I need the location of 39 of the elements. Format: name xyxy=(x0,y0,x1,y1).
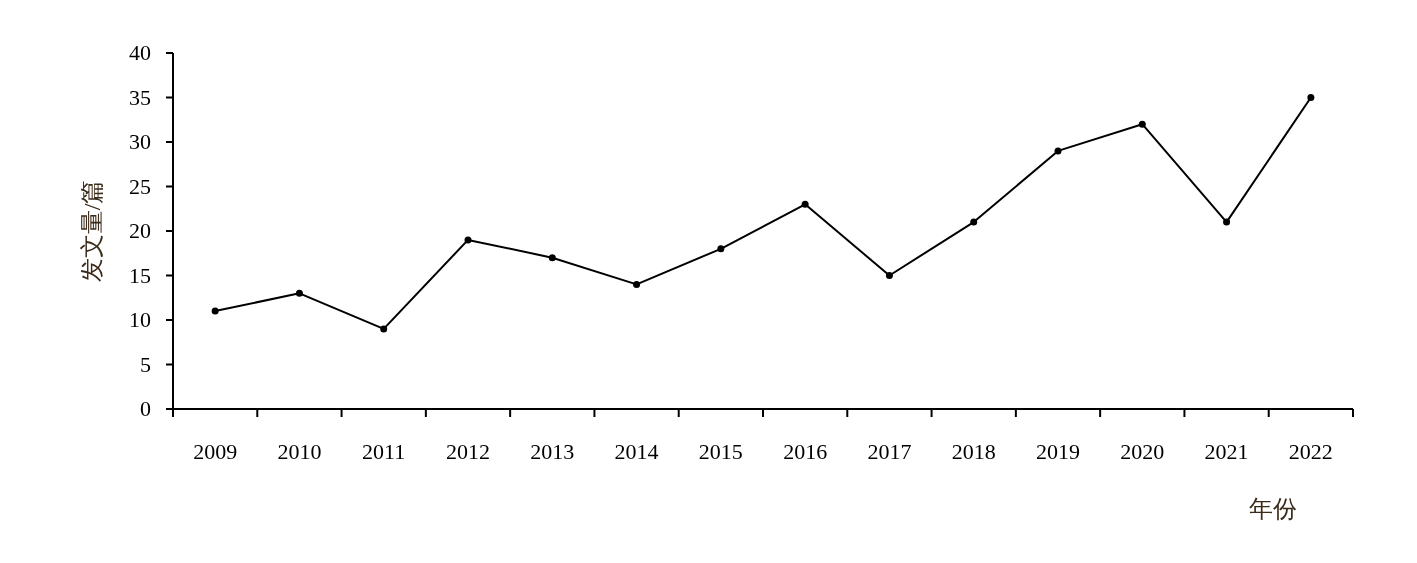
x-tick-label: 2017 xyxy=(867,439,912,464)
x-tick-label: 2015 xyxy=(698,439,743,464)
x-tick-label: 2022 xyxy=(1288,439,1333,464)
x-tick-label: 2009 xyxy=(193,439,238,464)
point xyxy=(548,254,556,262)
point xyxy=(295,289,303,297)
point xyxy=(211,307,219,315)
x-tick-label: 2012 xyxy=(446,439,490,464)
y-tick-label: 0 xyxy=(140,396,151,421)
y-tick-label: 35 xyxy=(129,84,151,110)
x-tick-label: 2018 xyxy=(951,439,996,464)
y-tick-label: 20 xyxy=(129,218,151,243)
x-axis-title: 年份 xyxy=(1249,496,1297,522)
x-tick-label: 2010 xyxy=(277,439,322,464)
x-tick-label: 2021 xyxy=(1204,439,1249,464)
point xyxy=(885,272,893,279)
y-axis-title: 发文量/篇 xyxy=(79,179,105,283)
point xyxy=(380,325,388,333)
point xyxy=(1138,120,1146,128)
x-tick-label: 2014 xyxy=(614,439,659,464)
point xyxy=(717,245,725,253)
point xyxy=(1307,94,1315,101)
x-tick-label: 2016 xyxy=(783,439,828,464)
point xyxy=(1054,147,1062,155)
y-tick-label: 15 xyxy=(129,262,151,288)
x-tick-label: 2020 xyxy=(1120,439,1165,464)
y-tick-label: 30 xyxy=(129,129,151,154)
point xyxy=(801,200,809,208)
point xyxy=(1223,218,1231,226)
y-tick-label: 10 xyxy=(129,307,151,332)
x-tick-label: 2013 xyxy=(530,439,575,464)
point xyxy=(970,218,978,226)
x-tick-label: 2019 xyxy=(1036,439,1080,464)
y-tick-label: 5 xyxy=(140,351,151,377)
point xyxy=(633,280,641,288)
point xyxy=(464,236,472,244)
y-tick-label: 25 xyxy=(129,173,151,199)
y-tick-label: 40 xyxy=(129,40,151,65)
x-tick-label: 2011 xyxy=(362,439,406,464)
